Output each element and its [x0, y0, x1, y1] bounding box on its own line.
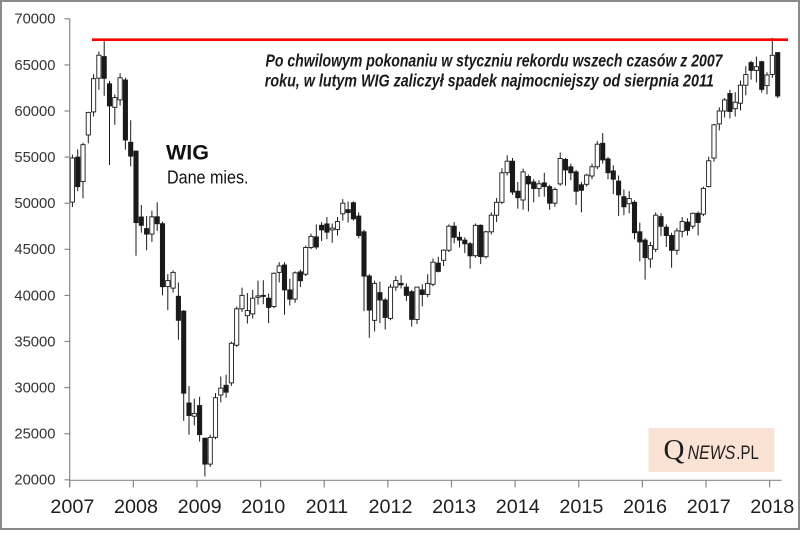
svg-text:55000: 55000: [14, 150, 55, 166]
svg-text:NEWS: NEWS: [688, 443, 736, 464]
svg-text:20000: 20000: [14, 473, 55, 489]
svg-text:2014: 2014: [496, 496, 540, 518]
svg-text:2017: 2017: [687, 496, 731, 518]
svg-text:50000: 50000: [14, 196, 55, 212]
svg-text:2013: 2013: [432, 496, 476, 518]
svg-text:2012: 2012: [368, 496, 412, 518]
svg-text:roku, w lutym WIG zaliczył spa: roku, w lutym WIG zaliczył spadek najmoc…: [265, 71, 714, 91]
svg-text:65000: 65000: [14, 58, 55, 74]
svg-text:35000: 35000: [14, 334, 55, 350]
svg-text:Dane mies.: Dane mies.: [167, 167, 249, 188]
svg-text:70000: 70000: [14, 12, 55, 28]
svg-text:.PL: .PL: [736, 443, 759, 464]
svg-text:WIG: WIG: [166, 140, 209, 164]
svg-text:Q: Q: [664, 434, 685, 466]
svg-text:2015: 2015: [559, 496, 603, 518]
svg-text:Po chwilowym pokonaniu w stycz: Po chwilowym pokonaniu w styczniu rekord…: [266, 50, 724, 70]
svg-text:40000: 40000: [14, 288, 55, 304]
svg-text:30000: 30000: [14, 381, 55, 397]
svg-text:2010: 2010: [241, 496, 285, 518]
svg-text:2007: 2007: [50, 496, 94, 518]
svg-text:2011: 2011: [306, 496, 349, 518]
svg-text:60000: 60000: [14, 104, 55, 120]
svg-text:2016: 2016: [623, 496, 667, 518]
svg-text:2018: 2018: [750, 496, 794, 518]
svg-text:25000: 25000: [14, 427, 55, 443]
svg-text:45000: 45000: [14, 242, 55, 258]
svg-text:2009: 2009: [178, 496, 222, 518]
svg-text:2008: 2008: [114, 496, 158, 518]
